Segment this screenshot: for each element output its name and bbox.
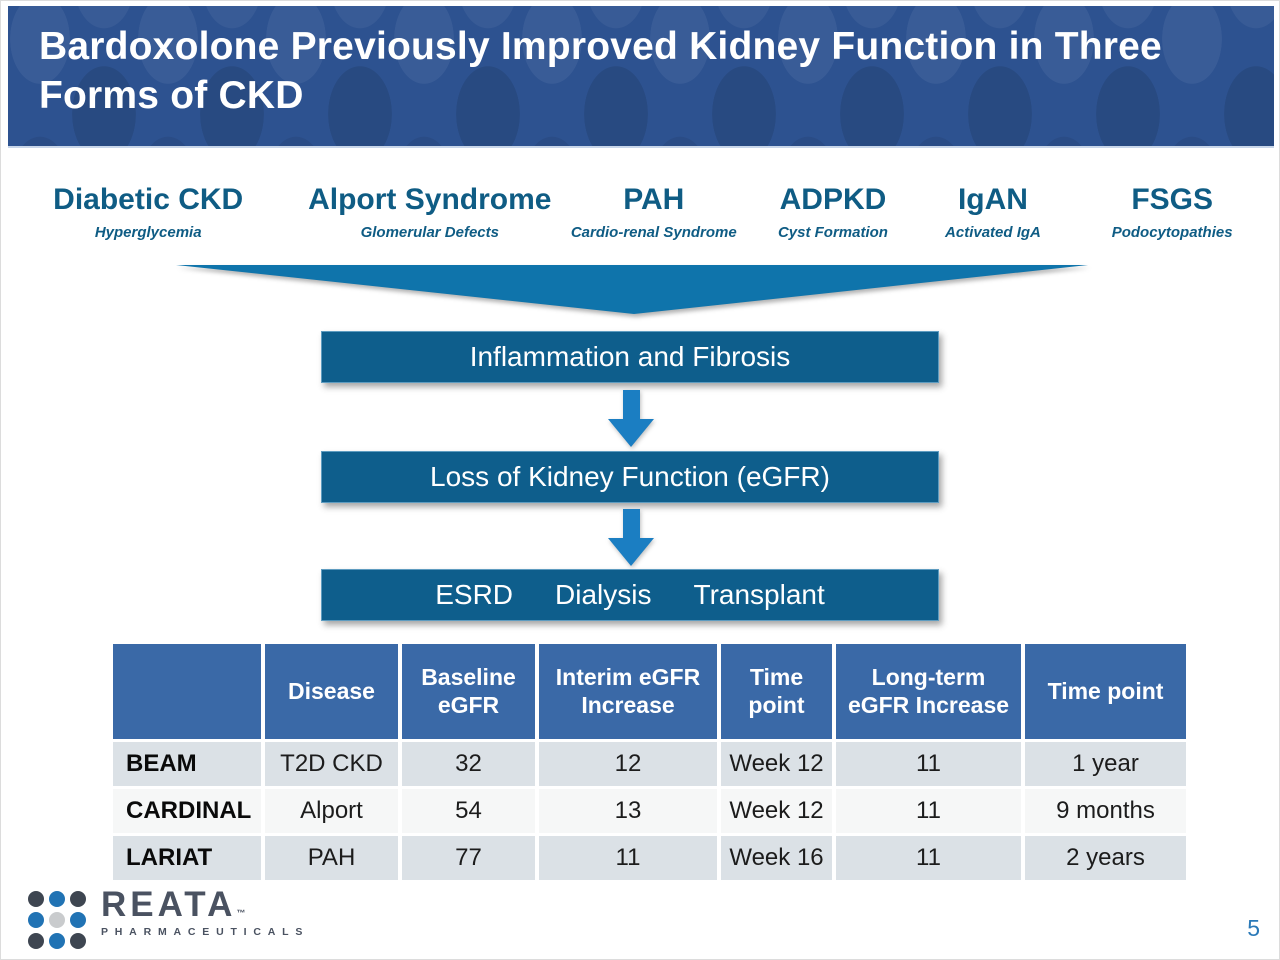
- table-cell-study: CARDINAL: [113, 789, 261, 833]
- down-arrow-icon: [608, 390, 654, 447]
- disease-name: ADPKD: [779, 183, 887, 216]
- table-cell-time-point: Week 12: [721, 789, 832, 833]
- table-cell-longterm-increase: 11: [836, 789, 1021, 833]
- disease-item-fsgs: FSGS Podocytopathies: [1063, 183, 1279, 241]
- disease-name: Diabetic CKD: [53, 183, 244, 216]
- table-cell-interim-increase: 11: [539, 836, 717, 880]
- page-title: Bardoxolone Previously Improved Kidney F…: [39, 25, 1162, 118]
- down-arrow-icon: [608, 509, 654, 566]
- table-cell-longterm-time-point: 1 year: [1025, 742, 1186, 786]
- dialysis-label: Dialysis: [555, 579, 652, 610]
- disease-mechanism: Cardio-renal Syndrome: [570, 223, 737, 241]
- cascade-box-esrd: ESRD Dialysis Transplant: [321, 569, 939, 621]
- page-number: 5: [1247, 915, 1260, 941]
- table-cell-time-point: Week 16: [721, 836, 832, 880]
- cascade-box-inflammation: Inflammation and Fibrosis: [321, 331, 939, 383]
- disease-mechanism: Cyst Formation: [777, 223, 888, 241]
- reata-logo: REATA™ PHARMACEUTICALS: [28, 887, 309, 949]
- table-cell-time-point: Week 12: [721, 742, 832, 786]
- table-cell-baseline-egfr: 54: [402, 789, 535, 833]
- col-header-baseline-egfr: Baseline eGFR: [402, 644, 535, 739]
- table-cell-interim-increase: 13: [539, 789, 717, 833]
- reata-logo-dots: [28, 891, 86, 949]
- trial-results-table: Disease Baseline eGFR Interim eGFR Incre…: [113, 644, 1186, 880]
- disease-mechanism: Podocytopathies: [1111, 223, 1233, 241]
- table-cell-longterm-time-point: 2 years: [1025, 836, 1186, 880]
- table-cell-longterm-increase: 11: [836, 742, 1021, 786]
- table-cell-disease: PAH: [265, 836, 398, 880]
- table-cell-disease: T2D CKD: [265, 742, 398, 786]
- col-header-longterm-increase: Long-term eGFR Increase: [836, 644, 1021, 739]
- disease-mechanism: Activated IgA: [945, 223, 1041, 241]
- disease-name: PAH: [623, 183, 685, 216]
- cascade-box-egfr-loss: Loss of Kidney Function (eGFR): [321, 451, 939, 503]
- col-header-interim-increase: Interim eGFR Increase: [539, 644, 717, 739]
- table-cell-baseline-egfr: 77: [402, 836, 535, 880]
- disease-name: IgAN: [957, 183, 1028, 216]
- table-cell-longterm-time-point: 9 months: [1025, 789, 1186, 833]
- disease-item-adpkd: ADPKD Cyst Formation: [743, 184, 922, 241]
- disease-item-pah: PAH Cardio-renal Syndrome: [564, 184, 743, 241]
- disease-mechanism: Hyperglycemia: [94, 223, 202, 241]
- table-cell-baseline-egfr: 32: [402, 742, 535, 786]
- col-header-disease: Disease: [265, 644, 398, 739]
- disease-item-diabetic-ckd: Diabetic CKD Hyperglycemia: [1, 184, 295, 241]
- col-header-time-point: Time point: [721, 644, 832, 739]
- disease-name: FSGS: [1131, 183, 1213, 216]
- funnel-arrow-icon: [176, 265, 1088, 314]
- trademark-symbol: ™: [236, 908, 246, 918]
- table-cell-study: LARIAT: [113, 836, 261, 880]
- disease-item-igan: IgAN Activated IgA: [923, 184, 1064, 241]
- slide-header: Bardoxolone Previously Improved Kidney F…: [8, 6, 1274, 148]
- col-header-longterm-time-point: Time point: [1025, 644, 1186, 739]
- brand-name: REATA: [101, 885, 237, 924]
- esrd-label: ESRD: [435, 579, 514, 610]
- brand-subtitle: PHARMACEUTICALS: [101, 926, 310, 938]
- disease-mechanism: Glomerular Defects: [360, 223, 499, 241]
- reata-wordmark: REATA™ PHARMACEUTICALS: [101, 887, 309, 938]
- disease-item-alport-syndrome: Alport Syndrome Glomerular Defects: [295, 184, 564, 241]
- table-cell-study: BEAM: [113, 742, 261, 786]
- table-cell-longterm-increase: 11: [836, 836, 1021, 880]
- transplant-label: Transplant: [693, 579, 825, 610]
- disease-row: Diabetic CKD Hyperglycemia Alport Syndro…: [1, 183, 1279, 241]
- table-cell-disease: Alport: [265, 789, 398, 833]
- table-cell-interim-increase: 12: [539, 742, 717, 786]
- disease-name: Alport Syndrome: [308, 183, 552, 216]
- col-header-empty: [113, 644, 261, 739]
